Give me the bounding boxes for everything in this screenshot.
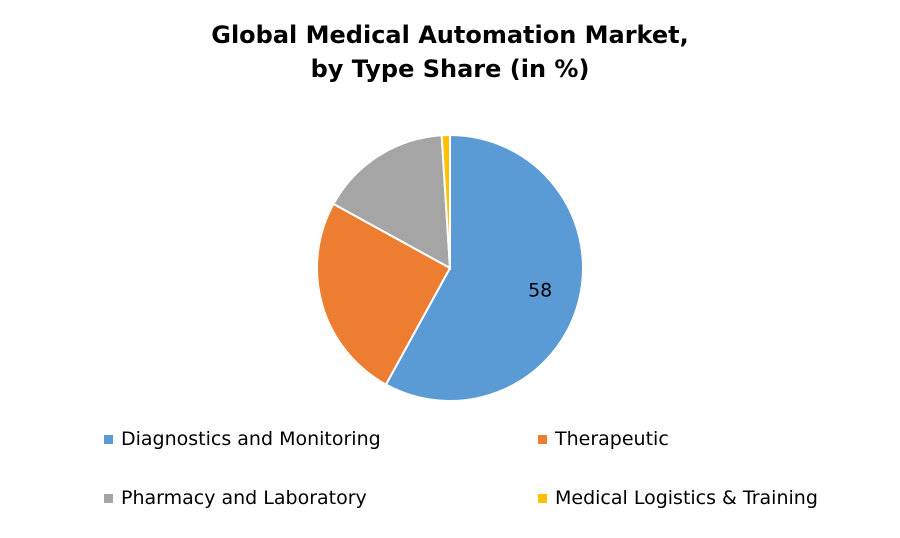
legend-swatch-therapeutic <box>538 434 547 444</box>
legend-swatch-pharmacy <box>104 493 113 503</box>
chart-title: Global Medical Automation Market, by Typ… <box>0 18 900 86</box>
legend-item-therapeutic: Therapeutic <box>538 428 669 450</box>
legend-label-diagnostics: Diagnostics and Monitoring <box>121 428 381 450</box>
pie-slice-medical-logistics-training <box>440 133 451 269</box>
legend-swatch-logistics <box>538 493 547 503</box>
legend-swatch-diagnostics <box>104 434 113 444</box>
legend-label-logistics: Medical Logistics & Training <box>555 487 818 509</box>
legend-label-therapeutic: Therapeutic <box>555 428 669 450</box>
pie-slice-pharmacy-and-laboratory <box>332 134 452 270</box>
legend-item-logistics: Medical Logistics & Training <box>538 487 818 509</box>
legend-item-pharmacy: Pharmacy and Laboratory <box>104 487 367 509</box>
chart-title-line-1: Global Medical Automation Market, <box>211 21 689 49</box>
legend-item-diagnostics: Diagnostics and Monitoring <box>104 428 381 450</box>
legend-label-pharmacy: Pharmacy and Laboratory <box>121 487 367 509</box>
pie-slice-diagnostics-and-monitoring <box>384 133 584 402</box>
pie-slice-therapeutic <box>316 202 452 386</box>
chart-title-line-2: by Type Share (in %) <box>310 55 590 83</box>
data-label-diagnostics-and-monitoring: 58 <box>528 280 552 302</box>
